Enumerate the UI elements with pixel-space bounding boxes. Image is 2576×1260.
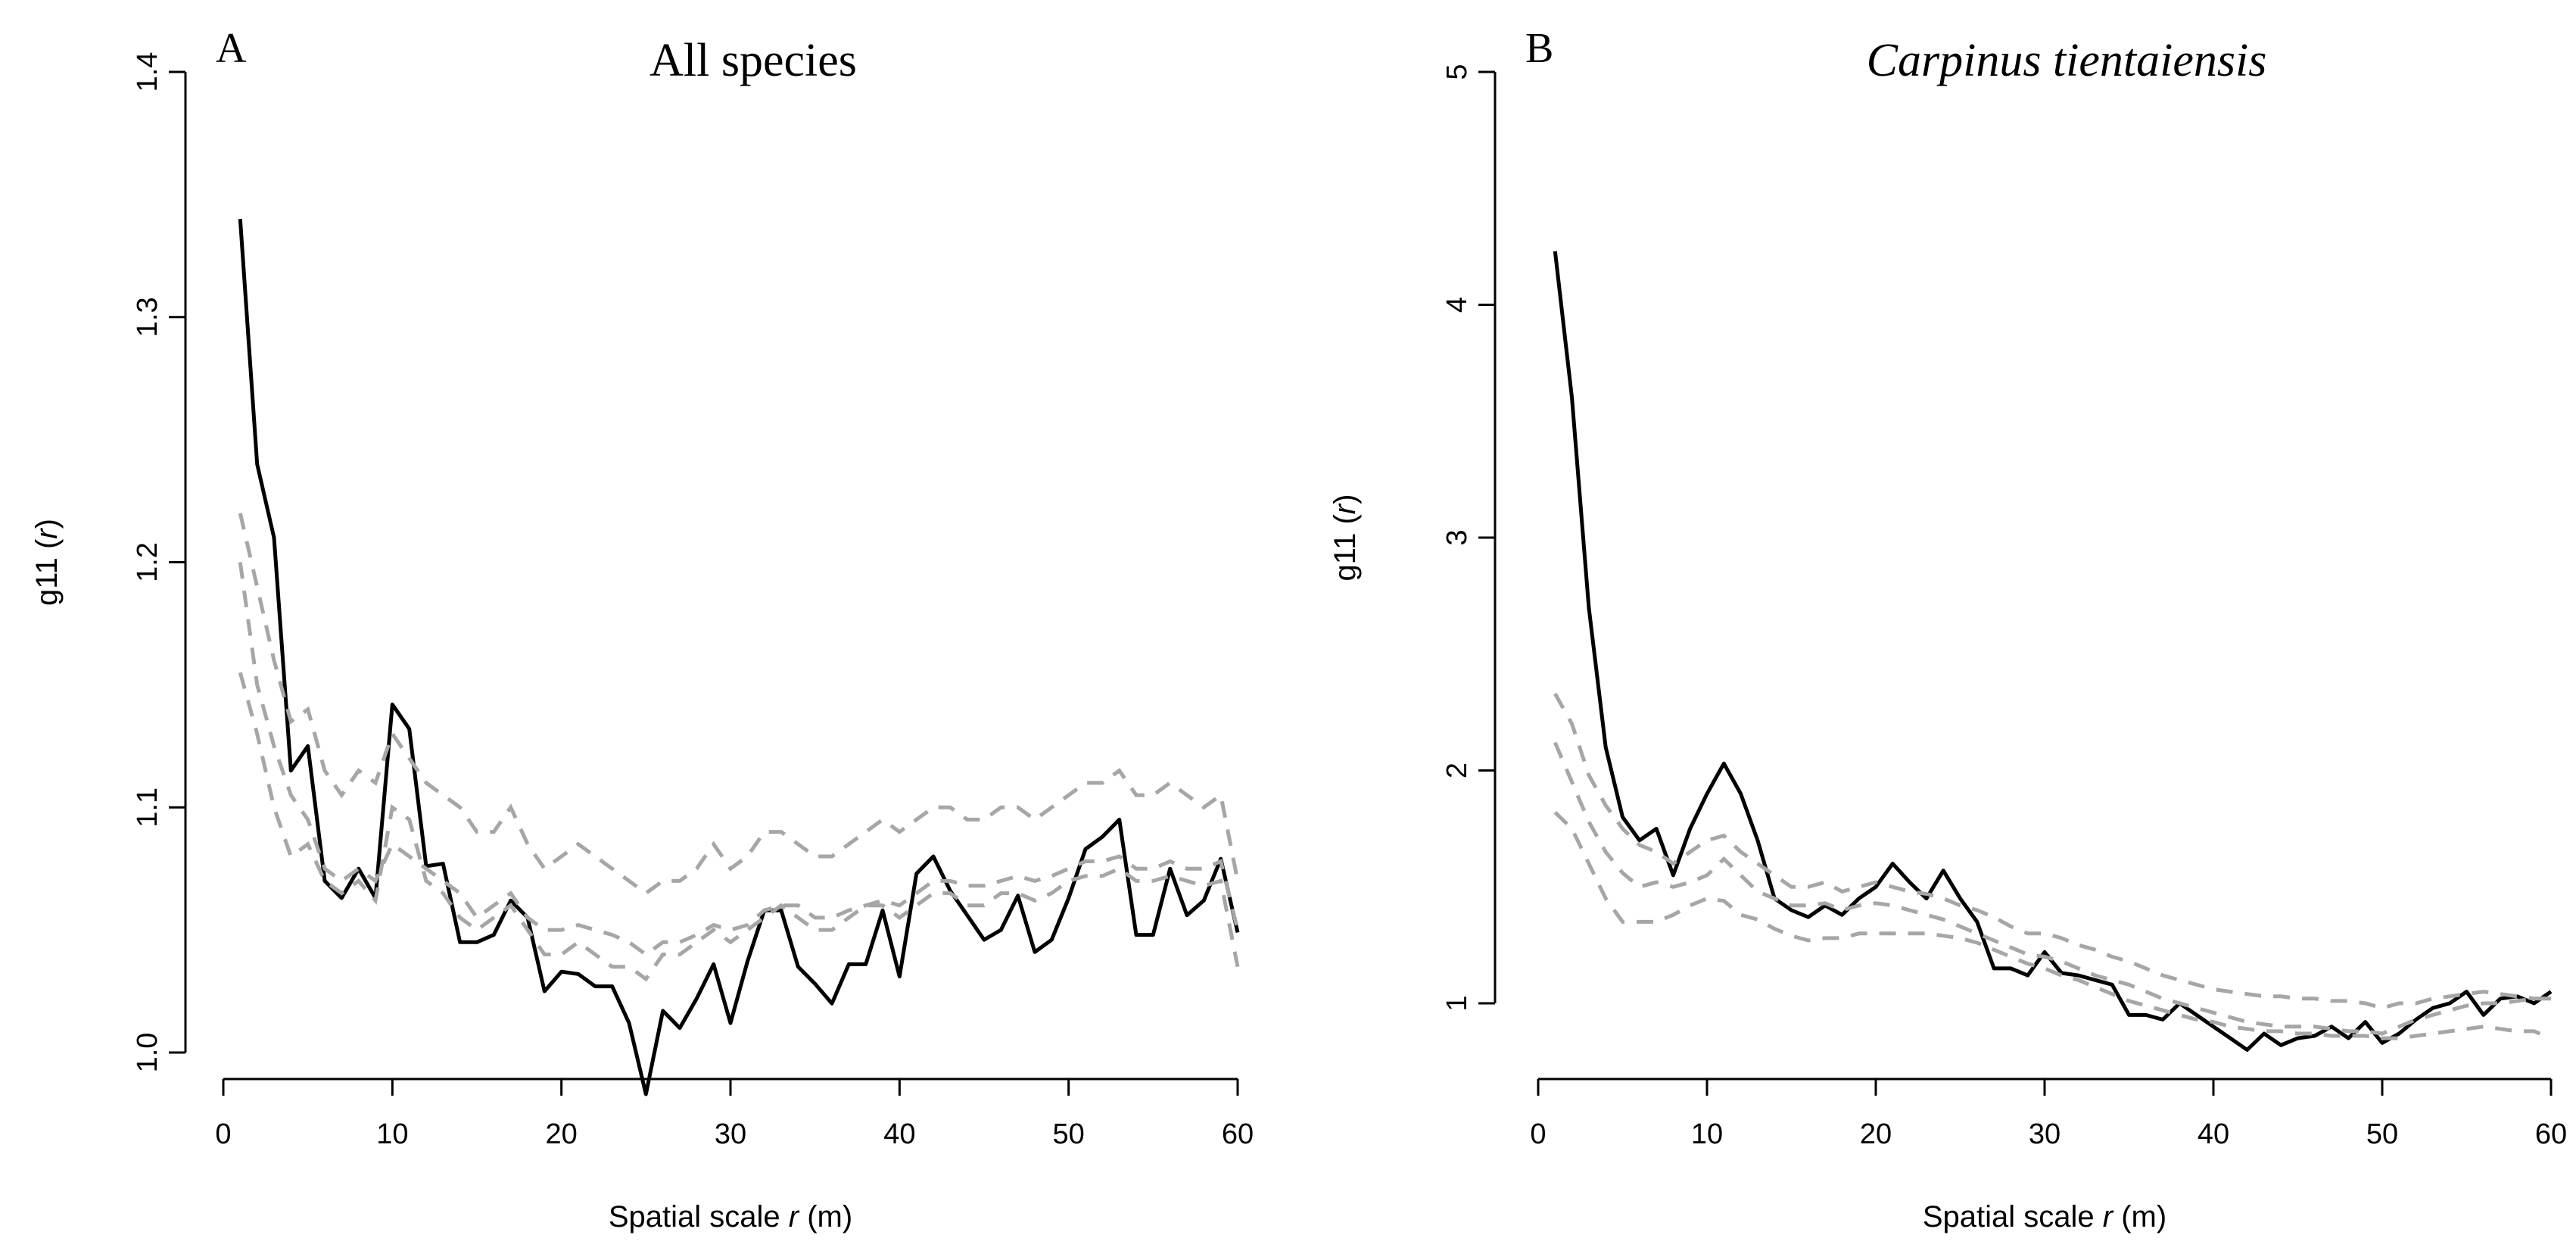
y-tick-label-a: 1.2	[132, 542, 164, 582]
series-b-observed	[1553, 251, 2553, 1052]
series-b-envelope-lower	[1553, 811, 2552, 1040]
panel-letter-b: B	[1525, 25, 1553, 72]
y-tick-label-b: 3	[1441, 529, 1473, 545]
panel-letter-a: A	[216, 25, 247, 72]
y-tick-label-b: 2	[1441, 763, 1473, 778]
x-axis-title-b: Spatial scale r (m)	[1923, 1200, 2166, 1233]
series-a-envelope-mean	[238, 562, 1240, 957]
x-tick-label-a: 40	[883, 1118, 915, 1150]
y-tick-label-a: 1.4	[132, 52, 164, 92]
series-b-envelope-mean	[1553, 741, 2551, 1036]
y-tick-label-a: 1.3	[132, 297, 164, 337]
x-tick-label-a: 0	[215, 1118, 231, 1150]
x-tick-label-b: 50	[2366, 1118, 2398, 1150]
series-b-envelope-upper	[1553, 692, 2551, 1010]
x-tick-label-a: 50	[1053, 1118, 1085, 1150]
y-axis-title-b: g11 (r)	[1328, 494, 1362, 582]
x-tick-label-b: 20	[1860, 1118, 1892, 1150]
y-axis-title-a: g11 (r)	[30, 519, 64, 606]
panel-title-a: All species	[649, 35, 857, 86]
panel-title-b: Carpinus tientaiensis	[1867, 35, 2267, 86]
x-tick-label-b: 30	[2029, 1118, 2060, 1150]
y-tick-label-a: 1.0	[132, 1033, 164, 1073]
x-axis-title-a: Spatial scale r (m)	[609, 1200, 852, 1233]
series-a-envelope-lower	[238, 672, 1240, 982]
x-tick-label-b: 0	[1530, 1118, 1546, 1150]
series-a-envelope-upper	[238, 513, 1240, 896]
x-tick-label-b: 60	[2535, 1118, 2567, 1150]
x-tick-label-a: 30	[715, 1118, 746, 1150]
series-a-observed	[238, 219, 1240, 1096]
panel-a: 1.0 1.1 1.2 1.3 1.4 0 10 20 30 40 50 60 Spatial scal…	[30, 25, 1254, 1233]
y-tick-label-b: 4	[1441, 297, 1473, 313]
y-tick-label-b: 1	[1441, 995, 1473, 1011]
x-tick-label-a: 60	[1222, 1118, 1254, 1150]
x-tick-label-b: 10	[1691, 1118, 1723, 1150]
y-tick-label-b: 5	[1441, 64, 1473, 80]
y-tick-label-a: 1.1	[132, 788, 164, 828]
x-tick-label-a: 10	[376, 1118, 408, 1150]
x-tick-label-a: 20	[546, 1118, 578, 1150]
x-tick-label-b: 40	[2198, 1118, 2229, 1150]
